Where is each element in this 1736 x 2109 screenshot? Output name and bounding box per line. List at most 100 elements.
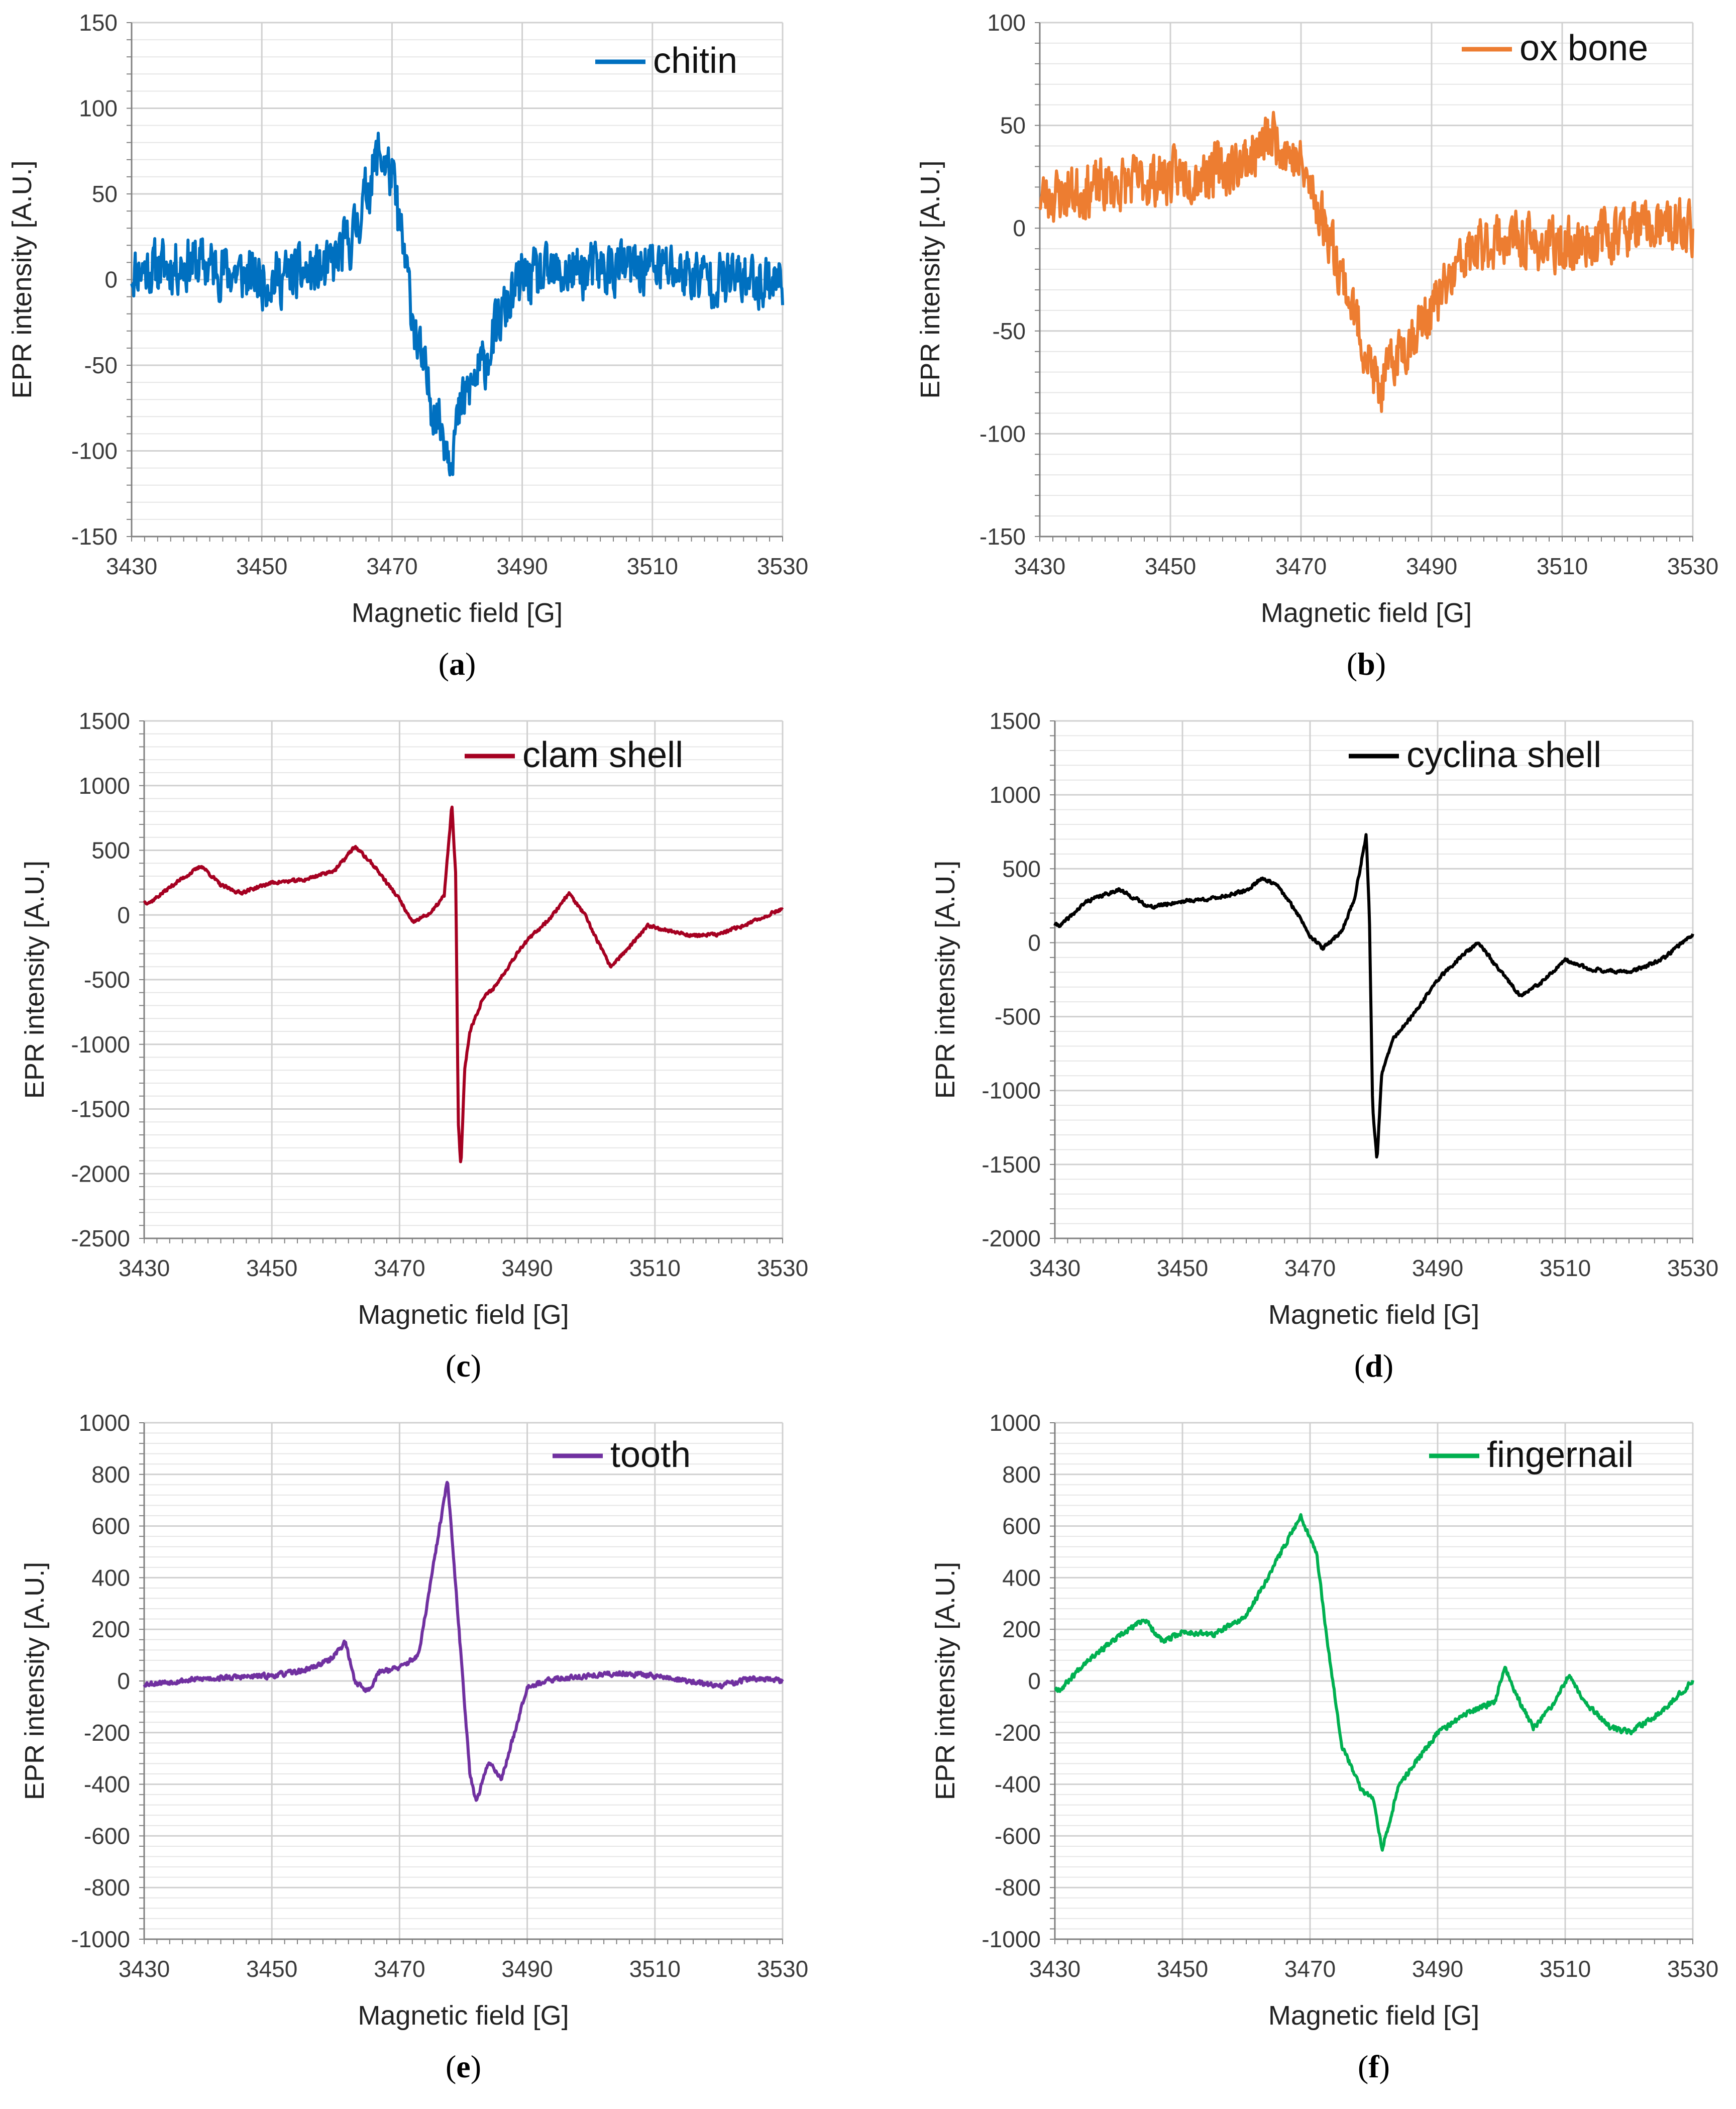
- chart-panel-f: -1000 -800 -600 -400 -200 0 200 400 600 800 1000 34…: [930, 1410, 1718, 2084]
- y-tick-label: -800: [84, 1874, 130, 1901]
- x-tick-label: 3490: [496, 553, 548, 579]
- x-tick-label: 3530: [757, 1255, 808, 1281]
- y-tick-label: 1000: [79, 1410, 130, 1436]
- y-tick-label: -200: [84, 1720, 130, 1746]
- legend-label: tooth: [610, 1435, 691, 1475]
- y-tick-label: -2000: [71, 1161, 130, 1187]
- y-tick-label: -2500: [71, 1225, 130, 1251]
- x-tick-label: 3430: [1029, 1255, 1080, 1281]
- y-tick-label: -1500: [982, 1151, 1041, 1178]
- y-tick-label: 0: [1028, 929, 1041, 956]
- panel-label: (d): [1354, 1348, 1393, 1384]
- x-tick-label: 3470: [1284, 1255, 1336, 1281]
- x-tick-label: 3490: [501, 1255, 553, 1281]
- y-axis-title: EPR intensity [A.U.]: [930, 1562, 960, 1800]
- x-tick-label: 3490: [1412, 1255, 1463, 1281]
- chart-panel-b: -150 -100 -50 0 50 100 3430 3450 3470 3490 3510 353…: [915, 10, 1718, 682]
- x-tick-label: 3530: [1667, 1255, 1718, 1281]
- y-tick-label: 50: [1000, 113, 1026, 139]
- x-tick-label: 3470: [366, 553, 417, 579]
- y-tick-label: 1500: [990, 708, 1041, 734]
- y-tick-label: -600: [995, 1823, 1041, 1849]
- y-tick-label: 600: [1002, 1513, 1041, 1539]
- x-tick-label: 3470: [1275, 553, 1327, 579]
- y-axis-title: EPR intensity [A.U.]: [20, 861, 50, 1099]
- y-tick-label: 1500: [79, 708, 130, 734]
- panel-label: (b): [1347, 646, 1386, 682]
- x-tick-label: 3530: [757, 553, 808, 579]
- panel-label: (a): [439, 646, 476, 682]
- y-tick-label: 0: [104, 267, 118, 293]
- x-axis-title: Magnetic field [G]: [358, 1300, 569, 1330]
- x-tick-label: 3470: [374, 1956, 425, 1982]
- x-tick-label: 3510: [1540, 1255, 1591, 1281]
- y-tick-label: 0: [1028, 1668, 1041, 1694]
- series-line-cyclina-shell: [1053, 833, 1694, 1159]
- y-tick-label: 1000: [990, 782, 1041, 808]
- x-tick-label: 3510: [1540, 1956, 1591, 1982]
- chart-panel-d: -2000 -1500 -1000 -500 0 500 1000 1500 3430 3450 3…: [930, 708, 1718, 1384]
- legend-label: cyclina shell: [1406, 735, 1601, 775]
- x-tick-label: 3430: [1014, 553, 1065, 579]
- y-tick-label: 800: [1002, 1461, 1041, 1488]
- x-tick-label: 3530: [1667, 553, 1718, 579]
- y-tick-label: -800: [995, 1874, 1041, 1901]
- x-axis-title: Magnetic field [G]: [358, 2000, 569, 2031]
- x-tick-label: 3510: [1537, 553, 1588, 579]
- x-axis-title: Magnetic field [G]: [1268, 2000, 1479, 2031]
- y-tick-label: 100: [987, 10, 1026, 36]
- x-tick-label: 3450: [1157, 1956, 1208, 1982]
- x-tick-label: 3490: [1412, 1956, 1463, 1982]
- x-tick-label: 3530: [757, 1956, 808, 1982]
- y-tick-label: 500: [1002, 856, 1041, 882]
- y-tick-label: 200: [1002, 1616, 1041, 1642]
- series-line-fingernail: [1054, 1513, 1694, 1852]
- y-tick-label: -1000: [982, 1078, 1041, 1104]
- y-tick-label: -500: [995, 1004, 1041, 1030]
- x-axis-title: Magnetic field [G]: [1268, 1300, 1479, 1330]
- y-tick-label: 600: [91, 1513, 130, 1539]
- y-tick-label: 800: [91, 1461, 130, 1488]
- x-tick-label: 3450: [1145, 553, 1196, 579]
- x-tick-label: 3470: [1284, 1956, 1336, 1982]
- series-line-tooth: [143, 1481, 784, 1802]
- y-tick-label: 0: [117, 902, 130, 928]
- y-tick-label: -2000: [982, 1225, 1041, 1251]
- x-tick-label: 3450: [1157, 1255, 1208, 1281]
- y-tick-label: -1000: [982, 1926, 1041, 1952]
- y-axis-title: EPR intensity [A.U.]: [930, 861, 960, 1099]
- series-line-ox-bone: [1038, 111, 1694, 413]
- y-tick-label: 1000: [990, 1410, 1041, 1436]
- y-tick-label: -150: [71, 523, 118, 550]
- y-tick-label: -100: [71, 438, 118, 464]
- panel-label: (e): [446, 2049, 481, 2084]
- y-tick-label: 1000: [79, 773, 130, 799]
- y-tick-label: 400: [1002, 1564, 1041, 1591]
- y-tick-label: -500: [84, 967, 130, 993]
- chart-panel-a: -150 -100 -50 0 50 100 150 3430 3450 3470 3490 3510…: [7, 10, 808, 682]
- y-tick-label: 500: [91, 837, 130, 864]
- x-axis-title: Magnetic field [G]: [352, 598, 563, 628]
- y-tick-label: -400: [84, 1771, 130, 1798]
- y-tick-label: 200: [91, 1616, 130, 1642]
- chart-panel-e: -1000 -800 -600 -400 -200 0 200 400 600 800 1000 34…: [20, 1410, 808, 2084]
- y-tick-label: 0: [1013, 215, 1026, 241]
- x-tick-label: 3450: [236, 553, 287, 579]
- y-tick-label: 50: [92, 181, 118, 207]
- legend-label: fingernail: [1487, 1435, 1634, 1475]
- x-tick-label: 3510: [629, 1956, 681, 1982]
- y-tick-label: -1000: [71, 1031, 130, 1058]
- y-axis-title: EPR intensity [A.U.]: [915, 160, 945, 398]
- y-tick-label: -600: [84, 1823, 130, 1849]
- x-tick-label: 3430: [119, 1255, 170, 1281]
- panel-label: (f): [1358, 2049, 1390, 2084]
- panel-label: (c): [446, 1348, 481, 1384]
- series-line-clam-shell: [143, 805, 784, 1164]
- y-tick-label: -400: [995, 1771, 1041, 1798]
- x-tick-label: 3430: [1029, 1956, 1080, 1982]
- y-tick-label: 100: [79, 95, 118, 122]
- y-tick-label: 400: [91, 1564, 130, 1591]
- y-tick-label: -50: [993, 318, 1026, 344]
- y-tick-label: -1000: [71, 1926, 130, 1952]
